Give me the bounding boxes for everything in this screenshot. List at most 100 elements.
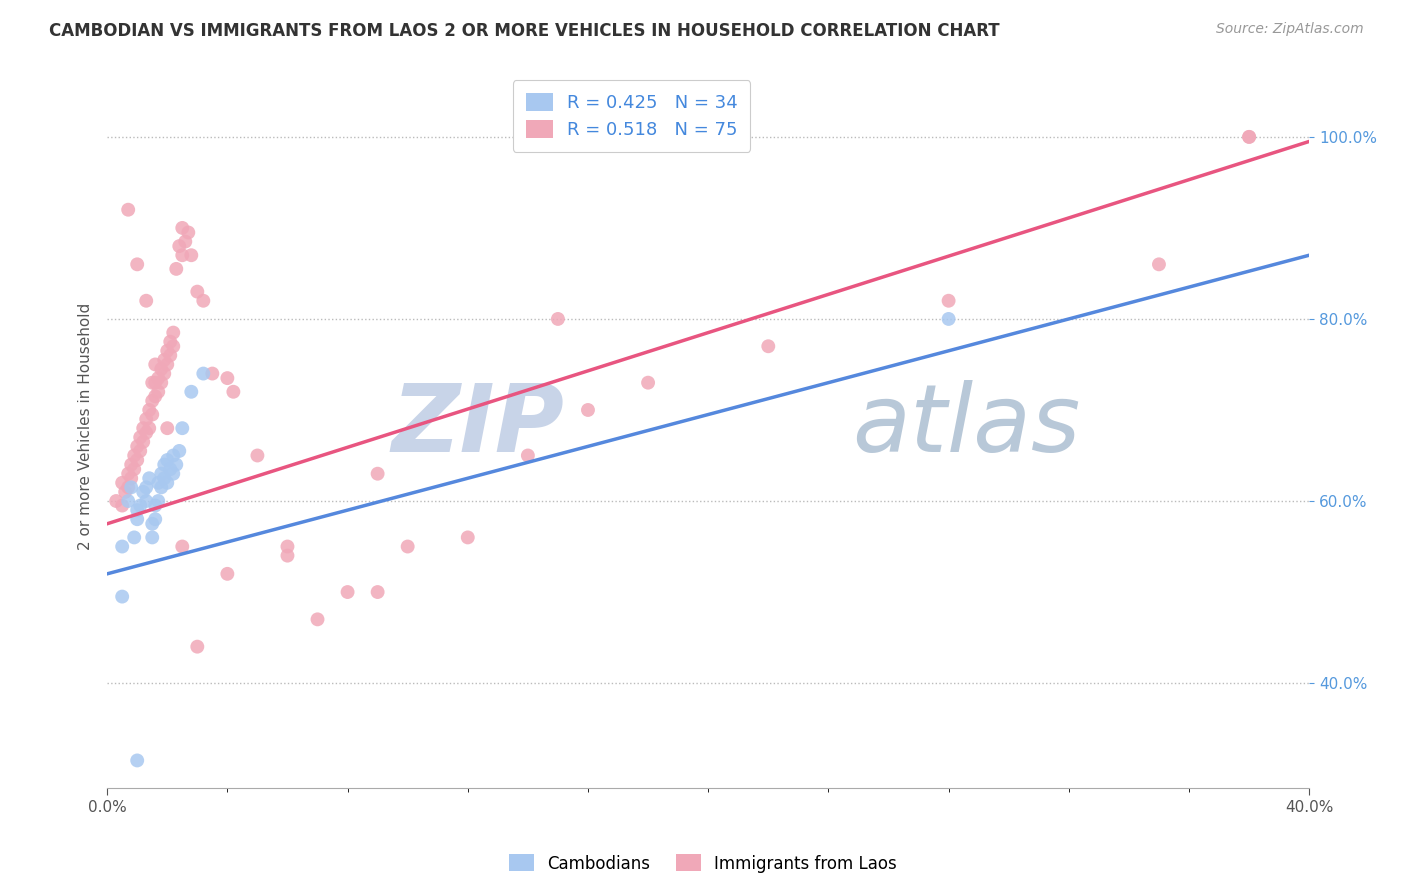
Point [127, 257, 149, 271]
Point [117, 202, 139, 217]
Point [122, 462, 145, 476]
Point [180, 248, 202, 262]
Point [122, 530, 145, 544]
Point [135, 494, 157, 508]
Point [153, 367, 176, 381]
Point [159, 462, 181, 476]
Point [217, 371, 239, 385]
Point [547, 312, 569, 326]
Point [193, 293, 215, 308]
Point [172, 421, 194, 435]
Point [756, 339, 779, 353]
Point [396, 540, 419, 554]
Point [127, 512, 149, 526]
Point [1147, 257, 1170, 271]
Point [135, 412, 157, 426]
Point [117, 480, 139, 494]
Point [111, 475, 134, 490]
Point [637, 376, 659, 390]
Point [156, 475, 179, 490]
Point [169, 239, 191, 253]
Point [143, 389, 166, 403]
Point [129, 444, 152, 458]
Point [162, 467, 184, 481]
Point [180, 384, 202, 399]
Point [938, 293, 960, 308]
Point [120, 480, 142, 494]
Point [153, 471, 176, 485]
Point [143, 499, 166, 513]
Point [307, 612, 329, 626]
Point [129, 499, 152, 513]
Point [141, 530, 163, 544]
Point [120, 458, 142, 472]
Legend: R = 0.425   N = 34, R = 0.518   N = 75: R = 0.425 N = 34, R = 0.518 N = 75 [513, 80, 751, 152]
Y-axis label: 2 or more Vehicles in Household: 2 or more Vehicles in Household [79, 302, 93, 549]
Point [153, 458, 176, 472]
Point [105, 494, 128, 508]
Point [156, 421, 179, 435]
Point [222, 384, 245, 399]
Text: ZIP: ZIP [391, 380, 564, 472]
Point [150, 480, 173, 494]
Point [138, 421, 160, 435]
Point [117, 494, 139, 508]
Point [159, 348, 181, 362]
Point [111, 540, 134, 554]
Point [938, 312, 960, 326]
Point [457, 530, 479, 544]
Point [148, 494, 170, 508]
Point [141, 393, 163, 408]
Point [246, 449, 269, 463]
Point [516, 449, 538, 463]
Point [141, 408, 163, 422]
Point [177, 226, 200, 240]
Point [148, 384, 170, 399]
Point [1237, 129, 1260, 144]
Point [135, 425, 157, 440]
Point [367, 585, 389, 599]
Text: CAMBODIAN VS IMMIGRANTS FROM LAOS 2 OR MORE VEHICLES IN HOUSEHOLD CORRELATION CH: CAMBODIAN VS IMMIGRANTS FROM LAOS 2 OR M… [49, 22, 1000, 40]
Point [172, 540, 194, 554]
Text: atlas: atlas [852, 380, 1081, 471]
Point [156, 453, 179, 467]
Point [148, 475, 170, 490]
Point [132, 434, 155, 449]
Point [156, 343, 179, 358]
Point [127, 439, 149, 453]
Point [276, 540, 298, 554]
Point [148, 371, 170, 385]
Point [122, 449, 145, 463]
Point [150, 467, 173, 481]
Point [186, 640, 208, 654]
Point [172, 248, 194, 262]
Point [576, 403, 599, 417]
Point [162, 339, 184, 353]
Point [143, 358, 166, 372]
Point [143, 512, 166, 526]
Point [174, 235, 197, 249]
Point [127, 754, 149, 768]
Point [120, 471, 142, 485]
Point [111, 590, 134, 604]
Point [162, 449, 184, 463]
Point [132, 484, 155, 499]
Point [117, 467, 139, 481]
Point [186, 285, 208, 299]
Point [143, 376, 166, 390]
Point [153, 352, 176, 367]
Point [159, 334, 181, 349]
Point [201, 367, 224, 381]
Point [193, 367, 215, 381]
Point [172, 221, 194, 235]
Point [138, 403, 160, 417]
Point [276, 549, 298, 563]
Point [114, 484, 136, 499]
Point [141, 516, 163, 531]
Point [165, 261, 187, 276]
Point [141, 376, 163, 390]
Text: Source: ZipAtlas.com: Source: ZipAtlas.com [1216, 22, 1364, 37]
Point [165, 458, 187, 472]
Point [129, 430, 152, 444]
Point [162, 326, 184, 340]
